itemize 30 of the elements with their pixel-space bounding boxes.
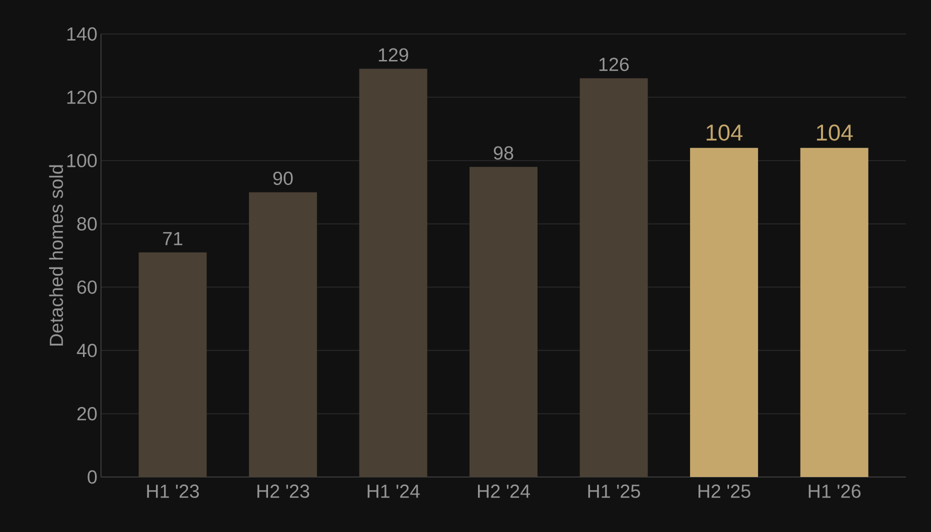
y-tick-label: 40 xyxy=(76,344,97,358)
bar xyxy=(580,78,648,477)
y-axis-title: Detached homes sold xyxy=(49,165,64,346)
x-tick-label: H2 '25 xyxy=(698,484,750,498)
bar xyxy=(248,192,317,477)
data-label: 71 xyxy=(163,232,182,246)
y-tick-label: 100 xyxy=(67,154,97,168)
y-tick-label: 120 xyxy=(67,90,97,104)
bar xyxy=(800,148,868,477)
y-tick-label: 0 xyxy=(88,470,97,484)
y-tick-label: 20 xyxy=(77,407,97,420)
data-label: 129 xyxy=(378,48,408,62)
y-tick-label: 60 xyxy=(77,280,97,294)
x-tick-label: H1 '23 xyxy=(147,484,199,498)
x-tick-label: H1 '24 xyxy=(368,484,420,498)
bar xyxy=(359,68,428,477)
bar xyxy=(470,166,538,477)
x-tick-label: H2 '24 xyxy=(478,484,530,498)
y-tick-label: 80 xyxy=(77,217,97,231)
data-label: 104 xyxy=(816,124,853,141)
data-label: 126 xyxy=(599,58,629,72)
bar xyxy=(690,148,758,477)
x-tick-label: H1 '26 xyxy=(808,484,861,498)
data-label: 90 xyxy=(273,172,293,186)
x-tick-label: H2 '23 xyxy=(257,484,310,498)
x-tick-label: H1 '25 xyxy=(588,484,640,498)
data-label: 98 xyxy=(494,146,514,160)
y-tick-label: 140 xyxy=(67,27,97,41)
bar xyxy=(138,252,207,477)
data-label: 104 xyxy=(706,124,742,141)
